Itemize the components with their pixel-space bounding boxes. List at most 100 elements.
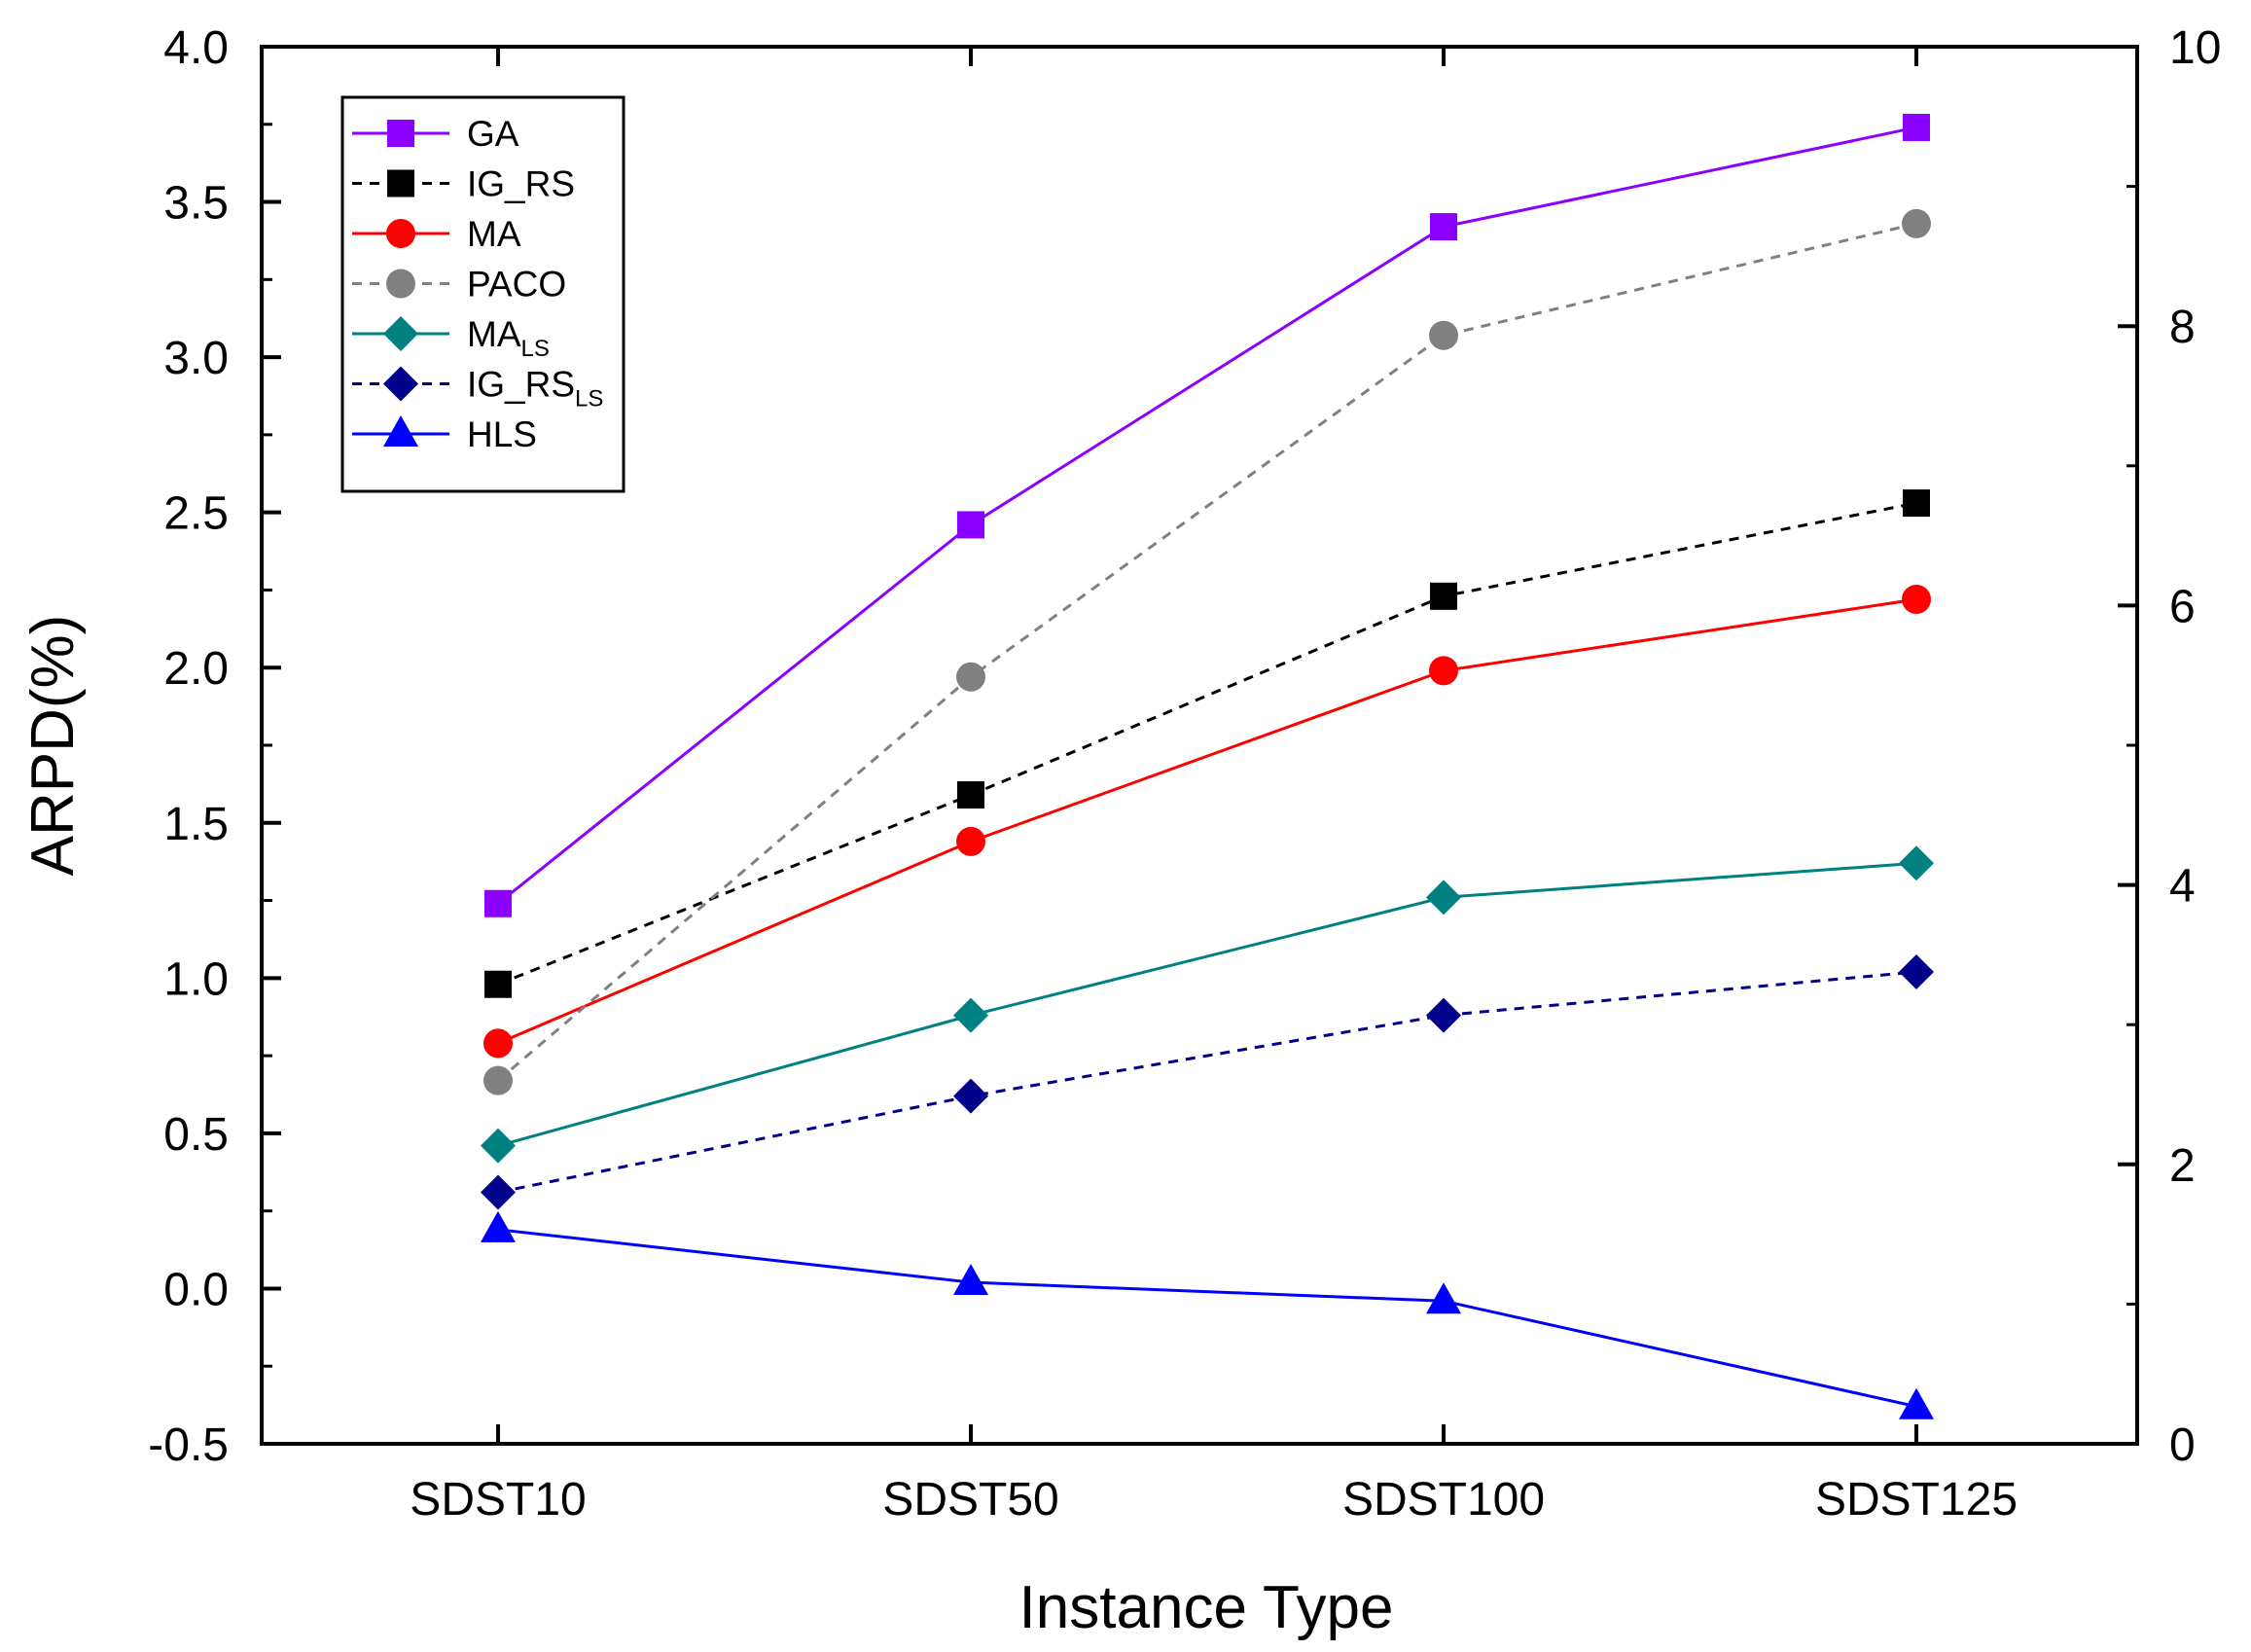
series-line <box>497 861 1917 1148</box>
y-tick-label: 4.0 <box>163 22 229 74</box>
data-point <box>481 1128 516 1164</box>
y-tick-label: 0.0 <box>163 1264 229 1315</box>
x-tick-label: SDST10 <box>410 1474 586 1526</box>
y-tick-label: 2.0 <box>163 643 229 695</box>
legend-marker <box>387 120 414 147</box>
series-ig-rs <box>484 489 1930 998</box>
series-line <box>497 1228 1917 1409</box>
legend-marker <box>383 316 418 351</box>
legend-item: PACO <box>352 265 566 305</box>
legend-label: MA <box>467 214 521 254</box>
series-hls <box>481 1210 1934 1419</box>
series-ma-ls <box>481 845 1934 1164</box>
y2-tick-label: 4 <box>2169 861 2196 913</box>
legend-label-text: GA <box>467 114 519 154</box>
legend-label-subscript: LS <box>575 386 603 413</box>
x-tick-label: SDST125 <box>1815 1474 2018 1526</box>
y-axis-title: ARPD(%) <box>19 615 87 877</box>
y2-axis-tick-labels: 0 2 4 6 8 10 <box>2169 22 2221 1471</box>
y-tick-label: 2.5 <box>163 488 229 540</box>
data-point <box>1426 997 1461 1033</box>
y-tick-label: 3.5 <box>163 178 229 230</box>
plot-frame <box>260 45 2139 1446</box>
data-point <box>1902 585 1931 615</box>
data-point <box>481 1174 516 1210</box>
x-tick-label: SDST50 <box>882 1474 1058 1526</box>
legend-label: HLS <box>467 414 537 454</box>
legend-item: IG_RS <box>352 164 575 204</box>
legend-box <box>340 95 625 493</box>
series-ga <box>484 113 1930 917</box>
data-point <box>1426 880 1461 916</box>
x-axis-tick-labels: SDST10 SDST50 SDST100 SDST125 <box>410 1474 2018 1526</box>
data-point <box>484 889 512 917</box>
y-tick-label: 1.5 <box>163 799 229 850</box>
legend-label-text: HLS <box>467 414 537 454</box>
series-line <box>497 597 1917 1045</box>
legend-item: GA <box>352 114 519 154</box>
data-point <box>953 1264 988 1296</box>
data-point <box>483 1028 513 1059</box>
series-line <box>497 970 1917 1194</box>
x-tick-label: SDST100 <box>1342 1474 1545 1526</box>
data-point <box>957 511 984 539</box>
legend-label: PACO <box>467 265 566 305</box>
legend-marker <box>383 415 418 447</box>
x-axis-title: Instance Type <box>1019 1574 1394 1641</box>
legend-item: MA <box>352 214 521 254</box>
legend-item: IG_RSLS <box>352 365 603 413</box>
legend-label: IG_RSLS <box>467 365 603 413</box>
data-point <box>1429 320 1458 350</box>
data-point <box>1903 489 1930 518</box>
series-line <box>497 501 1917 987</box>
data-point <box>956 826 985 856</box>
data-point <box>953 1078 988 1114</box>
legend-label: IG_RS <box>467 164 575 204</box>
legend-item: HLS <box>352 414 537 454</box>
legend-marker <box>386 219 415 248</box>
data-point <box>957 781 984 809</box>
series-paco <box>483 208 1931 1095</box>
y-tick-label: 1.0 <box>163 953 229 1005</box>
legend-label-text: MA <box>467 314 521 354</box>
legend-marker <box>387 169 414 198</box>
data-point <box>1430 213 1457 241</box>
legend-label-text: PACO <box>467 265 566 305</box>
data-point <box>1426 1282 1461 1314</box>
legend-label: MALS <box>467 314 550 362</box>
data-point <box>483 1065 513 1095</box>
series-line <box>497 222 1917 1082</box>
series-ig-rs-ls <box>481 953 1934 1210</box>
legend-label: GA <box>467 114 519 154</box>
data-point <box>484 970 512 998</box>
y-tick-label: 0.5 <box>163 1109 229 1161</box>
y2-tick-label: 6 <box>2169 581 2196 632</box>
y-tick-label: -0.5 <box>148 1419 229 1471</box>
data-point <box>1899 1387 1934 1419</box>
data-point <box>1902 208 1931 238</box>
data-point <box>1430 582 1457 610</box>
legend-label-text: IG_RS <box>467 164 575 204</box>
y2-tick-label: 0 <box>2169 1419 2196 1471</box>
series-layer <box>481 113 1934 1419</box>
legend-item: MALS <box>352 314 550 362</box>
legend-marker <box>386 269 415 299</box>
legend-marker <box>383 366 418 402</box>
series-line <box>497 126 1917 905</box>
data-point <box>1903 113 1930 141</box>
data-point <box>1429 656 1458 686</box>
data-point <box>1899 953 1934 989</box>
y2-tick-label: 10 <box>2169 22 2221 74</box>
data-point <box>1899 845 1934 881</box>
y-axis-tick-labels: -0.5 0.0 0.5 1.0 1.5 2.0 2.5 3.0 3.5 4.0 <box>148 22 229 1471</box>
series-ma <box>483 585 1931 1059</box>
data-point <box>481 1210 516 1242</box>
y2-tick-label: 2 <box>2169 1140 2196 1192</box>
y2-tick-label: 8 <box>2169 302 2196 353</box>
legend-label-text: IG_RS <box>467 365 575 405</box>
y-tick-label: 3.0 <box>163 333 229 384</box>
legend-label-subscript: LS <box>521 336 550 362</box>
data-point <box>953 997 988 1033</box>
data-point <box>956 662 985 692</box>
